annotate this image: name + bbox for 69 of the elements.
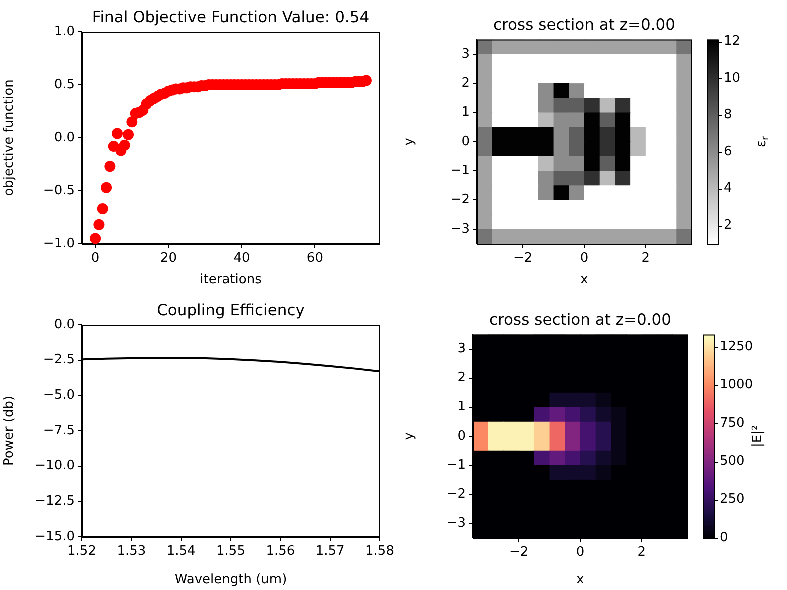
x-tick-label: 1.53: [117, 544, 146, 560]
x-tick-label: 1.54: [166, 544, 196, 560]
y-tick-label: 0: [462, 134, 470, 150]
y-tick-label: −5.0: [43, 388, 75, 404]
x-tick-label: 1.55: [216, 544, 246, 560]
x-tick-label: 0: [580, 251, 589, 266]
y-tick-label: −2: [450, 192, 470, 208]
y-tick-label: 3: [458, 342, 466, 357]
x-tick-label: 0: [91, 251, 100, 266]
y-tick-label: −7.5: [43, 423, 75, 438]
color-bar-label: 4: [724, 181, 732, 196]
x-tick-label: 2: [638, 545, 646, 560]
x-tick-label: 40: [234, 251, 250, 266]
y-axis-title: objective function: [2, 80, 18, 196]
x-axis-title: x: [576, 572, 585, 588]
y-tick-label: −12.5: [35, 494, 75, 510]
color-bar-label: 1250: [720, 339, 754, 354]
color-bar-label: 1000: [720, 378, 754, 393]
y-tick-label: −2: [446, 486, 466, 502]
y-axis-title: y: [402, 432, 418, 440]
y-tick-label: −3: [450, 222, 470, 237]
color-bar-label: 12: [724, 34, 741, 50]
color-bar-label: 500: [720, 454, 745, 469]
x-axis-title: Wavelength (um): [174, 572, 288, 588]
chart-title: Final Objective Function Value: 0.54: [92, 8, 370, 26]
x-axis-title: x: [580, 272, 589, 288]
color-bar-label: 10: [724, 70, 741, 86]
y-tick-label: 1: [458, 400, 466, 415]
x-tick-label: 2: [642, 251, 650, 266]
y-tick-label: −10.0: [35, 458, 75, 474]
x-axis-title: iterations: [200, 272, 262, 288]
y-tick-label: 3: [462, 46, 470, 62]
y-tick-label: 1.0: [54, 24, 75, 40]
y-axis-title: y: [402, 138, 418, 146]
y-tick-label: 1: [462, 105, 470, 120]
x-tick-label: −2: [513, 251, 533, 266]
color-bar-label: 0: [720, 530, 728, 546]
color-bar-title: εr: [754, 135, 772, 148]
y-tick-label: 0.5: [54, 77, 75, 92]
color-bar-label: 8: [724, 108, 732, 123]
x-tick-label: 20: [160, 251, 178, 266]
chart-title: cross section at z=0.00: [489, 311, 672, 330]
y-axis-title: Power (db): [2, 396, 18, 466]
y-tick-label: −1: [446, 458, 466, 473]
x-tick-label: 1.58: [366, 544, 394, 560]
color-bar-title: |E|²: [750, 425, 766, 448]
x-tick-label: 60: [306, 251, 324, 266]
y-tick-label: −15.0: [35, 529, 75, 544]
color-bar-label: 750: [720, 416, 745, 431]
x-tick-label: 1.52: [68, 544, 96, 560]
color-bar-label: 250: [720, 492, 745, 508]
chart-title: cross section at z=0.00: [493, 16, 676, 34]
y-tick-label: 0.0: [54, 317, 75, 332]
chart-title: Coupling Efficiency: [157, 301, 305, 320]
y-tick-label: 2: [458, 370, 466, 386]
y-tick-label: −1: [450, 163, 470, 178]
y-tick-label: −1.0: [43, 236, 75, 252]
y-tick-label: −3: [446, 516, 466, 531]
y-tick-label: 2: [462, 76, 470, 91]
color-bar-label: 6: [724, 144, 732, 160]
x-tick-label: 0: [576, 545, 585, 560]
y-tick-label: −2.5: [43, 352, 75, 368]
color-bar-label: 2: [724, 218, 732, 233]
y-tick-label: 0: [458, 428, 466, 444]
x-tick-label: 1.56: [266, 544, 296, 560]
x-tick-label: −2: [509, 545, 529, 560]
x-tick-label: 1.57: [316, 544, 345, 560]
y-tick-label: −0.5: [43, 183, 75, 198]
y-tick-label: 0.0: [54, 130, 75, 146]
